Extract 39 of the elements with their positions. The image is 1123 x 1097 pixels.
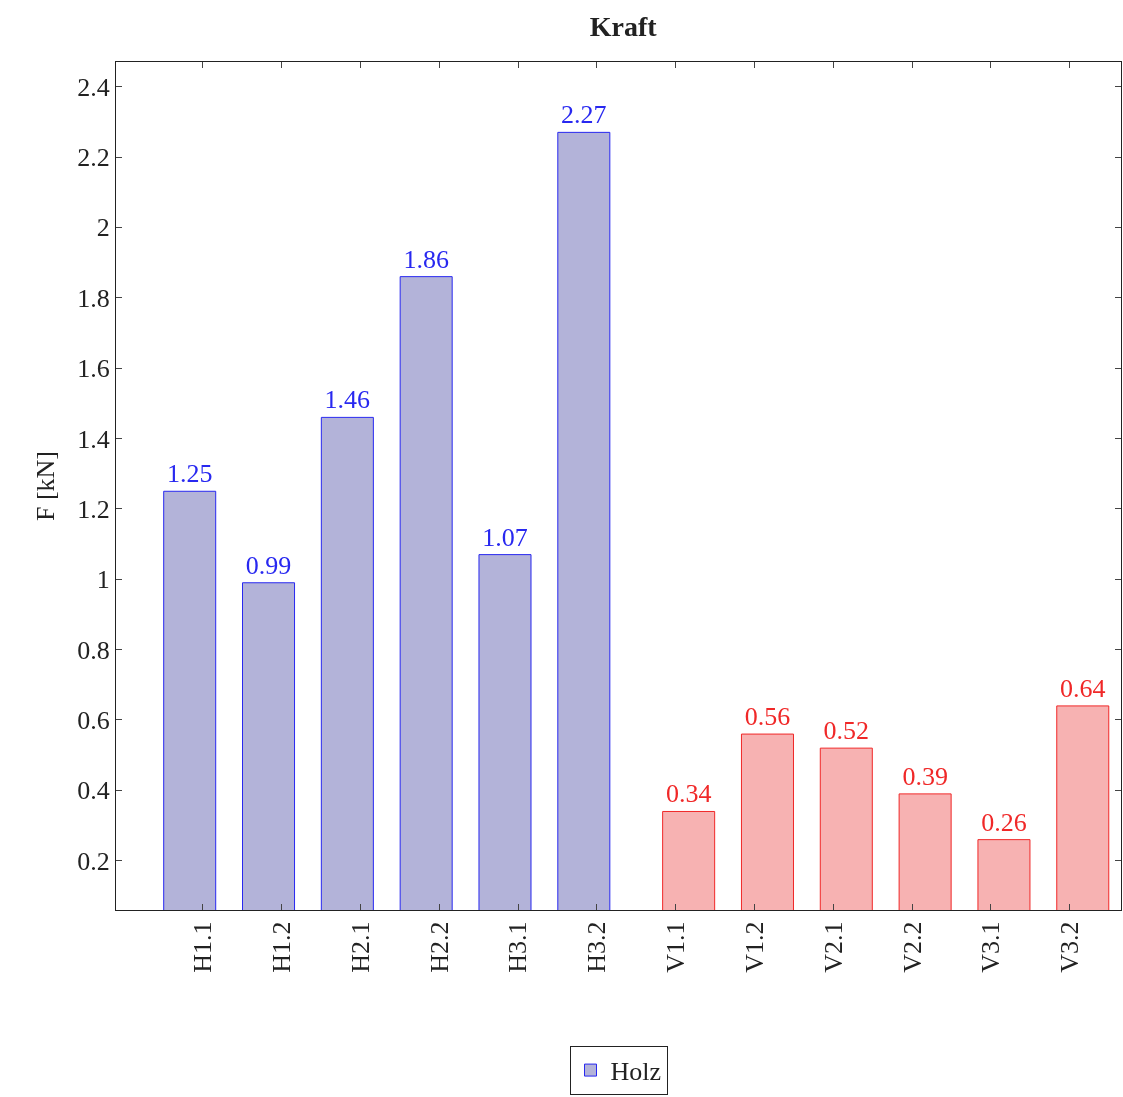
x-tick-label: V2.2 bbox=[897, 921, 927, 973]
y-tick-label: 1.2 bbox=[77, 494, 110, 524]
y-tick-label: 2.2 bbox=[77, 143, 110, 173]
data-label: 1.07 bbox=[482, 522, 528, 552]
y-tick-label: 1 bbox=[96, 565, 110, 595]
x-tick-label: V3.2 bbox=[1055, 921, 1085, 973]
legend-label: Holz bbox=[610, 1057, 662, 1087]
y-axis-title: F [kN] bbox=[31, 450, 60, 522]
chart-title: Kraft bbox=[589, 11, 658, 43]
x-tick-label: V3.1 bbox=[976, 921, 1006, 973]
x-tick-label: V1.2 bbox=[739, 921, 769, 973]
data-label: 0.99 bbox=[245, 550, 292, 580]
y-tick-label: 2 bbox=[96, 213, 110, 243]
y-tick-label: 2.4 bbox=[77, 72, 110, 102]
y-tick-label: 1.6 bbox=[77, 354, 110, 384]
y-tick-label: 0.6 bbox=[77, 706, 110, 736]
data-label: 0.56 bbox=[744, 702, 791, 732]
data-label: 0.39 bbox=[902, 761, 948, 791]
data-label: 1.25 bbox=[166, 459, 213, 489]
x-tick-label: V1.1 bbox=[661, 921, 691, 973]
x-tick-label: H1.2 bbox=[266, 921, 296, 973]
y-tick-label: 0.8 bbox=[77, 635, 110, 665]
x-tick-label: H1.1 bbox=[188, 921, 218, 973]
data-label: 0.34 bbox=[665, 779, 712, 809]
y-tick-label: 0.4 bbox=[77, 776, 110, 806]
x-tick-label: H2.2 bbox=[424, 921, 454, 973]
data-label: 0.26 bbox=[981, 807, 1027, 837]
x-tick-label: V2.1 bbox=[818, 921, 848, 973]
y-tick-label: 0.2 bbox=[77, 846, 110, 876]
data-label: 0.64 bbox=[1060, 673, 1106, 703]
x-tick-label: H3.2 bbox=[582, 921, 612, 973]
data-label: 0.52 bbox=[823, 716, 870, 746]
data-label: 1.46 bbox=[324, 385, 371, 415]
x-tick-label: H3.1 bbox=[503, 921, 533, 973]
y-tick-label: 1.8 bbox=[77, 283, 110, 313]
y-tick-label: 1.4 bbox=[77, 424, 110, 454]
data-label: 2.27 bbox=[561, 100, 607, 130]
x-tick-label: H2.1 bbox=[345, 921, 375, 973]
data-label: 1.86 bbox=[403, 244, 449, 274]
